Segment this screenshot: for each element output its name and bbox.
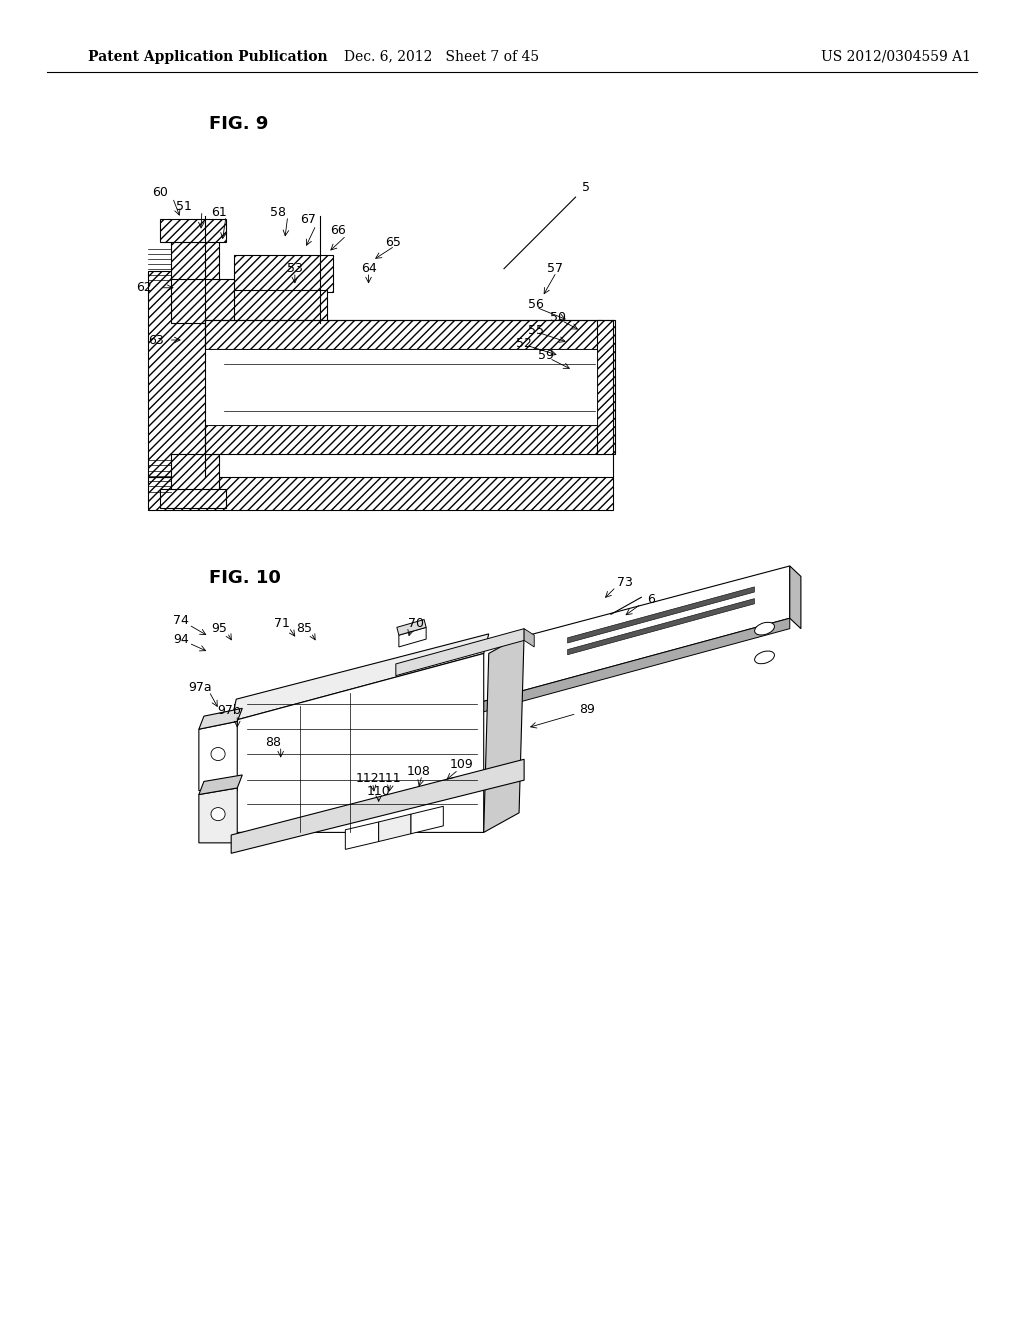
- Ellipse shape: [755, 622, 774, 635]
- Text: 52: 52: [516, 338, 532, 350]
- Polygon shape: [205, 321, 601, 350]
- Polygon shape: [567, 598, 755, 655]
- Text: 108: 108: [408, 764, 431, 777]
- Polygon shape: [234, 290, 327, 323]
- Polygon shape: [171, 239, 219, 281]
- Text: 110: 110: [367, 785, 390, 799]
- Text: 65: 65: [385, 235, 400, 248]
- Polygon shape: [171, 454, 219, 492]
- Polygon shape: [199, 722, 238, 791]
- Text: 50: 50: [551, 312, 566, 325]
- Polygon shape: [161, 488, 226, 508]
- Polygon shape: [396, 628, 524, 676]
- Text: 56: 56: [528, 298, 544, 312]
- Polygon shape: [171, 279, 240, 323]
- Polygon shape: [399, 627, 426, 647]
- Polygon shape: [790, 566, 801, 628]
- Polygon shape: [199, 788, 238, 843]
- Polygon shape: [199, 775, 243, 795]
- Text: Dec. 6, 2012   Sheet 7 of 45: Dec. 6, 2012 Sheet 7 of 45: [344, 50, 539, 63]
- Polygon shape: [161, 219, 226, 242]
- Polygon shape: [148, 477, 613, 510]
- Text: 74: 74: [173, 614, 188, 627]
- Text: 5: 5: [582, 181, 590, 194]
- Ellipse shape: [211, 808, 225, 821]
- Text: 71: 71: [273, 616, 290, 630]
- Polygon shape: [524, 628, 535, 647]
- Text: 55: 55: [528, 325, 544, 338]
- Text: 85: 85: [296, 622, 312, 635]
- Text: Patent Application Publication: Patent Application Publication: [88, 50, 328, 63]
- Polygon shape: [411, 807, 443, 834]
- Text: 112: 112: [355, 772, 379, 785]
- Ellipse shape: [755, 651, 774, 664]
- Text: 67: 67: [300, 214, 315, 226]
- Text: 70: 70: [408, 616, 424, 630]
- Text: FIG. 10: FIG. 10: [209, 569, 281, 586]
- Text: 62: 62: [136, 281, 153, 294]
- Text: 59: 59: [539, 350, 554, 362]
- Text: 73: 73: [617, 577, 633, 590]
- Text: 97a: 97a: [188, 681, 212, 694]
- Text: 111: 111: [378, 772, 401, 785]
- Polygon shape: [397, 619, 426, 635]
- Text: 88: 88: [265, 735, 282, 748]
- Polygon shape: [231, 759, 524, 853]
- Text: 95: 95: [211, 622, 227, 635]
- Polygon shape: [345, 822, 379, 849]
- Polygon shape: [231, 653, 483, 833]
- Text: 66: 66: [331, 224, 346, 236]
- Text: 57: 57: [548, 261, 563, 275]
- Text: 63: 63: [148, 334, 164, 347]
- Polygon shape: [386, 618, 790, 738]
- Polygon shape: [199, 709, 243, 729]
- Polygon shape: [379, 814, 411, 842]
- Polygon shape: [597, 321, 615, 454]
- Polygon shape: [234, 255, 333, 292]
- Polygon shape: [148, 271, 207, 477]
- Polygon shape: [567, 587, 755, 643]
- Text: 97b: 97b: [217, 705, 241, 718]
- Text: 64: 64: [360, 261, 377, 275]
- Text: 51: 51: [176, 201, 191, 214]
- Text: 61: 61: [211, 206, 227, 219]
- Text: US 2012/0304559 A1: US 2012/0304559 A1: [821, 50, 971, 63]
- Text: 6: 6: [647, 594, 655, 606]
- Text: 89: 89: [579, 704, 595, 717]
- Text: 58: 58: [269, 206, 286, 219]
- Polygon shape: [205, 425, 601, 454]
- Text: 53: 53: [287, 261, 303, 275]
- Text: 109: 109: [450, 758, 473, 771]
- Ellipse shape: [211, 747, 225, 760]
- Text: 94: 94: [173, 632, 188, 645]
- Polygon shape: [231, 634, 488, 722]
- Polygon shape: [386, 566, 790, 727]
- Text: FIG. 9: FIG. 9: [209, 115, 268, 133]
- Polygon shape: [205, 350, 597, 425]
- Text: 60: 60: [153, 186, 168, 199]
- Polygon shape: [483, 634, 524, 833]
